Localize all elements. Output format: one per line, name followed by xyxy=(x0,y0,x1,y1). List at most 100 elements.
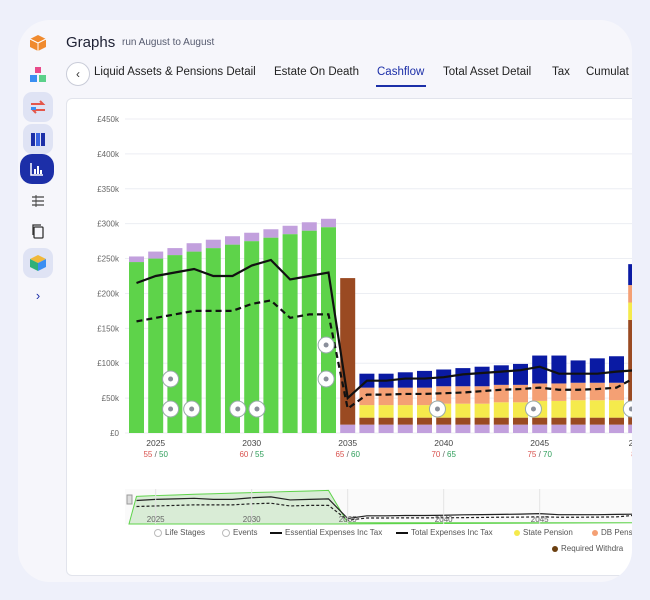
age-secondary: 50 xyxy=(159,450,168,459)
bar-segment xyxy=(225,236,240,245)
copy-icon[interactable] xyxy=(23,216,53,246)
legend-db-pension[interactable]: DB Pensi xyxy=(592,528,632,537)
bar-segment xyxy=(609,424,624,433)
bar-segment xyxy=(532,424,548,433)
box-icon[interactable] xyxy=(23,28,53,58)
y-tick-label: £100k xyxy=(97,359,120,368)
bar-segment xyxy=(359,405,375,418)
books-icon[interactable] xyxy=(23,124,53,154)
legend-total-expenses[interactable]: Total Expenses Inc Tax xyxy=(396,528,493,537)
bar-segment xyxy=(359,424,375,433)
bar-segment xyxy=(148,251,164,259)
x-tick-label: 2035 xyxy=(338,438,357,448)
bar-segment xyxy=(474,417,490,425)
solid-line-icon xyxy=(396,531,408,534)
age-secondary: 70 xyxy=(543,450,552,459)
age-secondary: 60 xyxy=(351,450,360,459)
legend-life-stages[interactable]: Life Stages xyxy=(154,528,205,537)
chevron-right-icon[interactable]: › xyxy=(35,287,41,303)
tab-bar: ‹ Liquid Assets & Pensions Detail Estate… xyxy=(66,60,632,88)
bar-segment xyxy=(551,417,567,425)
x-tick-label: 2040 xyxy=(434,438,453,448)
bar-segment xyxy=(129,262,144,433)
bar-segment xyxy=(474,386,490,404)
age-primary: 60 xyxy=(239,450,248,459)
bar-segment xyxy=(205,239,221,249)
bar-segment xyxy=(225,244,240,433)
legend-state-pension[interactable]: State Pension xyxy=(514,528,573,537)
dashed-line-icon xyxy=(270,531,282,534)
bar-segment xyxy=(186,251,202,433)
bar-segment xyxy=(474,403,490,418)
active-tab-indicator xyxy=(376,85,426,87)
tab-estate-on-death[interactable]: Estate On Death xyxy=(274,66,360,78)
event-glyph xyxy=(168,406,174,412)
dot-icon xyxy=(514,529,520,536)
bar-segment xyxy=(397,387,413,406)
bar-segment xyxy=(532,355,548,384)
y-tick-label: £200k xyxy=(97,289,120,298)
bar-segment xyxy=(397,405,413,418)
legend-required-withdrawal[interactable]: Required Withdra xyxy=(552,544,623,553)
bar-segment xyxy=(493,417,509,425)
bar-segment xyxy=(493,384,509,403)
bar-segment xyxy=(493,365,509,385)
circle-icon xyxy=(222,528,230,537)
bar-segment xyxy=(513,417,528,425)
x-tick-label: 2025 xyxy=(146,438,165,448)
tab-liquid-assets[interactable]: Liquid Assets & Pensions Detail xyxy=(94,66,256,78)
event-glyph xyxy=(323,342,329,348)
x-tick-ages: 65 / 60 xyxy=(335,450,360,459)
app-window: › Graphs run August to August ‹ Liquid A… xyxy=(18,20,632,582)
tab-cashflow[interactable]: Cashflow xyxy=(377,66,425,78)
y-tick-label: £0 xyxy=(110,429,119,438)
event-glyph xyxy=(254,406,260,412)
bar-segment xyxy=(359,387,375,406)
bar-segment xyxy=(282,225,298,235)
total-expenses-line xyxy=(136,258,632,401)
bar-segment xyxy=(436,386,452,404)
age-primary: 80 xyxy=(631,450,632,459)
page-title: Graphs xyxy=(66,34,116,51)
bar-segment xyxy=(628,302,632,320)
transfer-icon[interactable] xyxy=(23,92,53,122)
bar-segment xyxy=(340,278,356,425)
tab-total-asset-detail[interactable]: Total Asset Detail xyxy=(443,66,532,78)
cubes-icon[interactable] xyxy=(23,60,53,90)
bar-segment xyxy=(321,227,336,433)
tab-tax[interactable]: Tax xyxy=(552,66,570,78)
tab-cumulative[interactable]: Cumulat xyxy=(586,66,629,78)
3d-box-icon[interactable] xyxy=(23,248,53,278)
bar-segment xyxy=(378,405,394,418)
back-button[interactable]: ‹ xyxy=(66,62,90,86)
bar-segment xyxy=(493,402,509,418)
bar-segment xyxy=(570,424,586,433)
bar-segment xyxy=(378,417,394,425)
list-icon[interactable] xyxy=(23,186,53,216)
age-primary: 55 xyxy=(143,450,152,459)
bar-segment xyxy=(301,230,317,433)
y-tick-label: £450k xyxy=(97,115,120,124)
bar-chart-icon[interactable] xyxy=(20,154,54,184)
bar-segment xyxy=(628,424,632,433)
x-tick-label: 205 xyxy=(629,438,632,448)
bar-segment xyxy=(455,424,471,433)
mini-tick-label: 2035 xyxy=(339,515,357,524)
bar-segment xyxy=(397,424,413,433)
navigator-handle[interactable] xyxy=(126,494,133,505)
legend-essential-expenses[interactable]: Essential Expenses Inc Tax xyxy=(270,528,382,537)
bar-segment xyxy=(589,417,605,425)
event-glyph xyxy=(434,406,440,412)
bar-segment xyxy=(589,358,605,383)
y-tick-label: £150k xyxy=(97,324,120,333)
bar-segment xyxy=(397,417,413,425)
bar-segment xyxy=(474,424,490,433)
mini-tick-label: 2025 xyxy=(147,515,165,524)
mini-essential-line xyxy=(136,502,632,521)
dot-icon xyxy=(592,529,598,536)
mini-total-line xyxy=(136,496,632,520)
mini-income-area xyxy=(128,489,632,525)
cashflow-chart[interactable]: £0 £50k £100k £150k £200k £250k £300k £350k £400… xyxy=(67,99,632,575)
bar-segment xyxy=(321,218,336,228)
legend-events[interactable]: Events xyxy=(222,528,257,537)
